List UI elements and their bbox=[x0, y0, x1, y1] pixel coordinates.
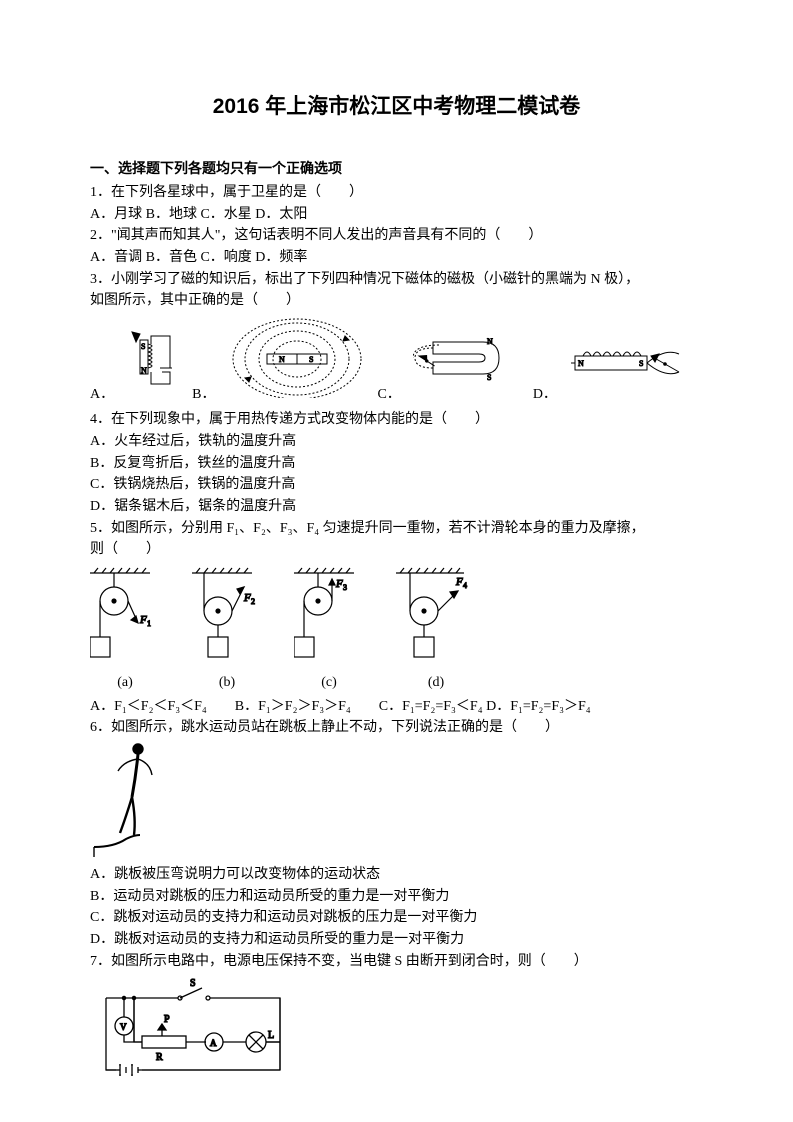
svg-text:V: V bbox=[120, 1022, 127, 1032]
q4-stem: 4．在下列现象中，属于用热传递方式改变物体内能的是（ ） bbox=[90, 409, 703, 431]
q3-stem-2: 如图所示，其中正确的是（ ） bbox=[90, 290, 703, 312]
q6-opt-a: A．跳板被压弯说明力可以改变物体的运动状态 bbox=[90, 864, 703, 886]
q2-options: A．音调 B．音色 C．响度 D．频率 bbox=[90, 247, 703, 269]
q3-opt-c-label: C． bbox=[377, 383, 400, 403]
q3-figures: A． S N B． N bbox=[90, 318, 703, 403]
q3-fig-b-barmagnet: N S bbox=[227, 318, 367, 403]
svg-text:2: 2 bbox=[251, 597, 255, 606]
q4-opt-a: A．火车经过后，铁轨的温度升高 bbox=[90, 431, 703, 453]
q5-label-a: (a) bbox=[90, 672, 160, 694]
q6-opt-d: D．跳板对运动员的支持力和运动员所受的重力是一对平衡力 bbox=[90, 929, 703, 951]
svg-text:P: P bbox=[164, 1014, 170, 1025]
q4-opt-d: D．锯条锯木后，锯条的温度升高 bbox=[90, 496, 703, 518]
q5-label-d: (d) bbox=[396, 672, 476, 694]
svg-text:A: A bbox=[210, 1038, 217, 1048]
svg-text:S: S bbox=[309, 355, 313, 364]
q3-fig-d-solenoid-compass: N S bbox=[569, 328, 689, 403]
q5-options: A．F₁＜F₂＜F₃＜F₄ B．F₁＞F₂＞F₃＞F₄ C．F₁=F₂=F₃＜F… bbox=[90, 696, 703, 718]
q5-fig-a: F 1 (a) bbox=[90, 567, 160, 694]
q5-fig-d: F 4 (d) bbox=[396, 567, 476, 694]
q5-stem-2: 则（ ） bbox=[90, 539, 703, 561]
svg-text:F: F bbox=[335, 578, 343, 590]
q3-fig-a-solenoid: S N bbox=[126, 318, 182, 403]
q4-opt-b: B．反复弯折后，铁丝的温度升高 bbox=[90, 453, 703, 475]
q3-opt-b-label: B． bbox=[192, 383, 215, 403]
q3-stem-1: 3．小刚学习了磁的知识后，标出了下列四种情况下磁体的磁极（小磁针的黑端为 N 极… bbox=[90, 269, 703, 291]
svg-text:R: R bbox=[156, 1052, 163, 1063]
svg-text:F: F bbox=[139, 614, 147, 626]
q6-stem: 6．如图所示，跳水运动员站在跳板上静止不动，下列说法正确的是（ ） bbox=[90, 717, 703, 739]
svg-text:N: N bbox=[487, 337, 493, 346]
q6-opt-c: C．跳板对运动员的支持力和运动员对跳板的压力是一对平衡力 bbox=[90, 907, 703, 929]
svg-text:S: S bbox=[190, 978, 196, 989]
exam-page: 2016 年上海市松江区中考物理二模试卷 一、选择题下列各题均只有一个正确选项 … bbox=[0, 0, 793, 1122]
svg-text:F: F bbox=[455, 576, 463, 588]
q3-fig-c-horseshoe: N S bbox=[413, 318, 523, 403]
q6-opt-b: B．运动员对跳板的压力和运动员所受的重力是一对平衡力 bbox=[90, 886, 703, 908]
q7-figure-circuit: S V P R A bbox=[90, 978, 703, 1093]
svg-text:4: 4 bbox=[463, 581, 467, 590]
q1-stem: 1．在下列各星球中，属于卫星的是（ ） bbox=[90, 182, 703, 204]
q5-label-b: (b) bbox=[192, 672, 262, 694]
svg-text:S: S bbox=[141, 342, 145, 351]
svg-text:N: N bbox=[279, 355, 285, 364]
q3-opt-a-label: A． bbox=[90, 383, 114, 403]
svg-text:1: 1 bbox=[147, 619, 151, 628]
q4-opt-c: C．铁锅烧热后，铁锅的温度升高 bbox=[90, 474, 703, 496]
q5-fig-b: F 2 (b) bbox=[192, 567, 262, 694]
page-title: 2016 年上海市松江区中考物理二模试卷 bbox=[90, 90, 703, 120]
svg-text:S: S bbox=[487, 373, 491, 382]
q7-stem: 7．如图所示电路中，电源电压保持不变，当电键 S 由断开到闭合时，则（ ） bbox=[90, 951, 703, 973]
section-heading: 一、选择题下列各题均只有一个正确选项 bbox=[90, 158, 703, 178]
svg-text:F: F bbox=[243, 592, 251, 604]
svg-text:N: N bbox=[141, 366, 147, 375]
q5-fig-c: F 3 (c) bbox=[294, 567, 364, 694]
svg-text:3: 3 bbox=[343, 583, 347, 592]
svg-text:L: L bbox=[268, 1030, 274, 1041]
svg-text:S: S bbox=[639, 359, 643, 368]
q5-label-c: (c) bbox=[294, 672, 364, 694]
svg-text:N: N bbox=[578, 359, 584, 368]
q1-options: A．月球 B．地球 C．水星 D．太阳 bbox=[90, 204, 703, 226]
q5-stem-1: 5．如图所示，分别用 F₁、F₂、F₃、F₄ 匀速提升同一重物，若不计滑轮本身的… bbox=[90, 518, 703, 540]
q6-figure-diver bbox=[90, 739, 703, 864]
q5-figures: F 1 (a) F 2 bbox=[90, 567, 703, 694]
q2-stem: 2．"闻其声而知其人"，这句话表明不同人发出的声音具有不同的（ ） bbox=[90, 225, 703, 247]
q3-opt-d-label: D． bbox=[533, 383, 557, 403]
